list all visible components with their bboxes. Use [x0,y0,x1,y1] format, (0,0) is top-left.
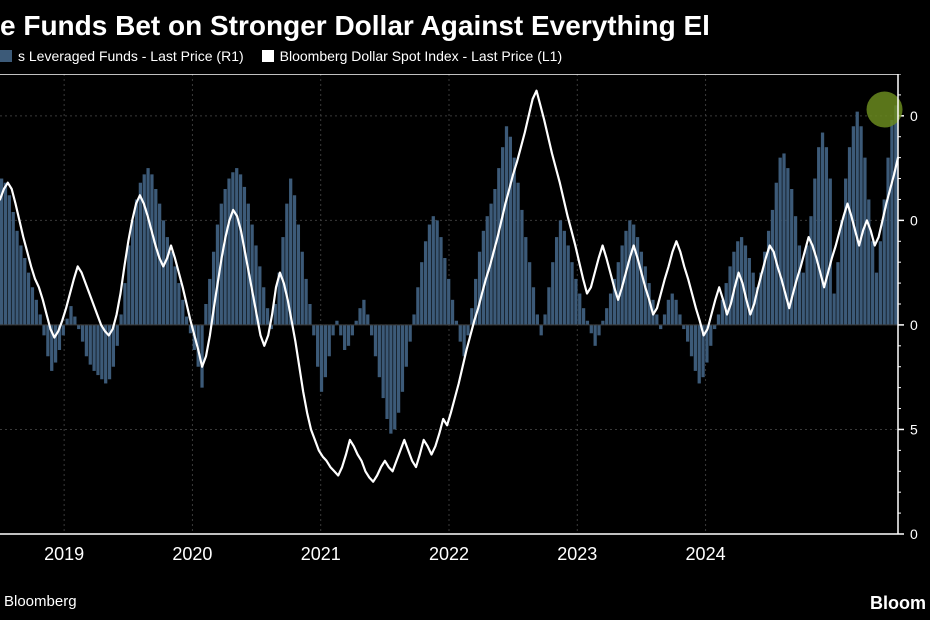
legend-label-1: s Leveraged Funds - Last Price (R1) [18,48,244,64]
svg-text:2019: 2019 [44,544,84,564]
svg-text:2022: 2022 [429,544,469,564]
brand-label: Bloom [870,593,926,614]
chart-title: e Funds Bet on Stronger Dollar Against E… [0,0,930,48]
chart-footer: Bloomberg Bloom [0,593,930,614]
svg-text:2023: 2023 [557,544,597,564]
svg-text:0: 0 [910,212,918,228]
svg-text:5: 5 [910,421,918,437]
svg-text:2020: 2020 [172,544,212,564]
svg-text:0: 0 [910,526,918,542]
chart-area: 2019 2020 2021 2022 2023 2024 0 0 0 5 0 [0,74,930,574]
legend-swatch-line [262,50,274,62]
svg-text:0: 0 [910,108,918,124]
svg-text:0: 0 [910,317,918,333]
svg-text:2024: 2024 [686,544,726,564]
chart-legend: s Leveraged Funds - Last Price (R1) Bloo… [0,48,930,74]
chart-svg: 2019 2020 2021 2022 2023 2024 0 0 0 5 0 [0,74,930,574]
legend-label-2: Bloomberg Dollar Spot Index - Last Price… [280,48,562,64]
svg-text:2021: 2021 [301,544,341,564]
source-label: Bloomberg [4,593,77,614]
legend-swatch-bars [0,50,12,62]
